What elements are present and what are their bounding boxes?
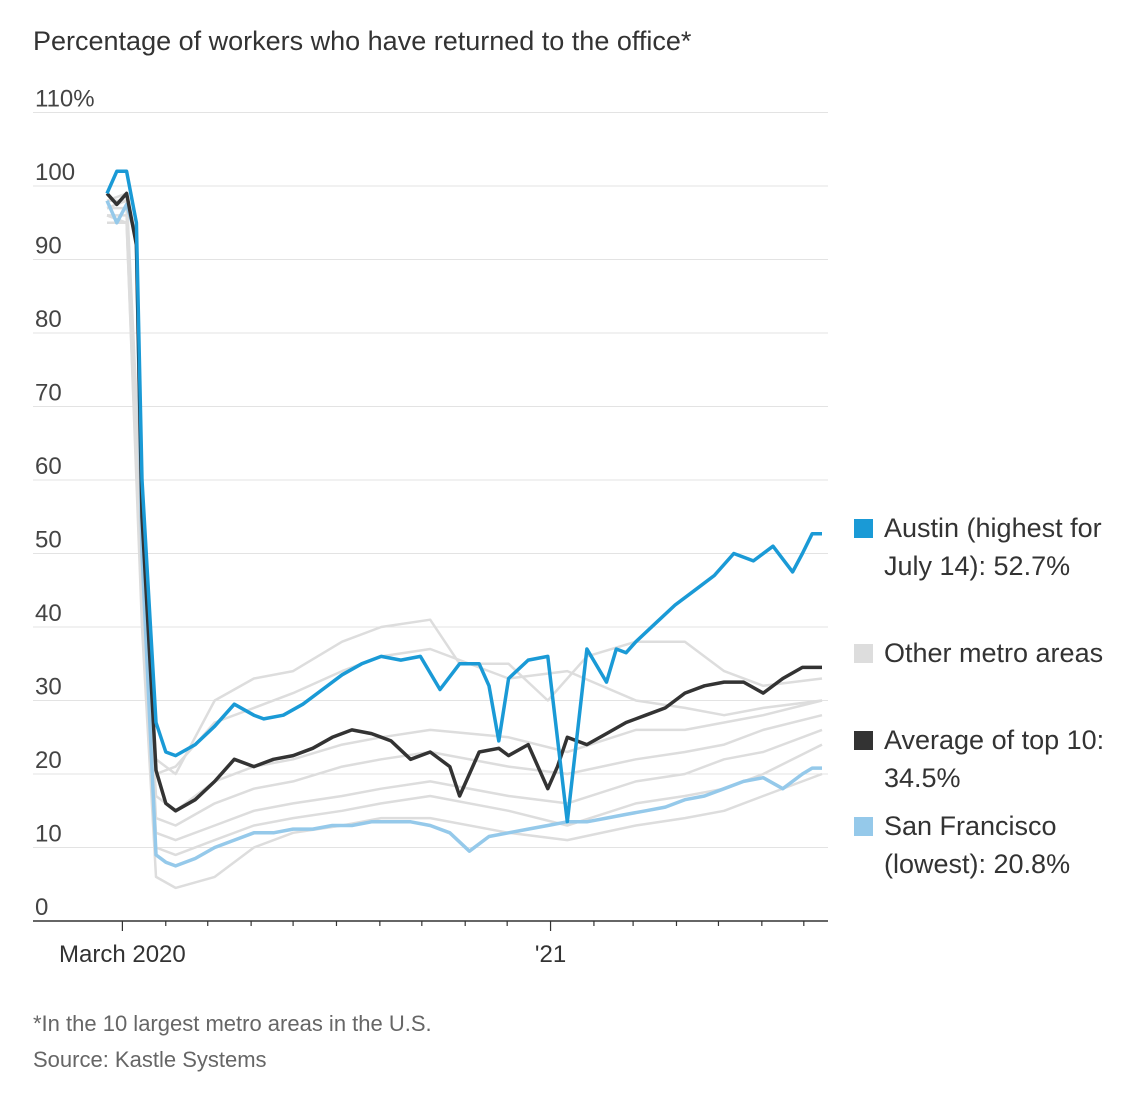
x-tick-label: '21: [535, 941, 566, 968]
series-line-other-metro: [106, 199, 823, 813]
y-tick-label: 60: [35, 453, 62, 480]
y-tick-label: 100: [35, 159, 75, 186]
y-tick-label: 20: [35, 747, 62, 774]
austin-swatch: [854, 519, 873, 538]
legend-label-others: Other metro areas: [884, 638, 1104, 668]
footnote: *In the 10 largest metro areas in the U.…: [33, 1011, 432, 1036]
y-tick-label: 30: [35, 674, 62, 701]
series-line-sf: [105, 199, 822, 868]
x-axis: March 2020 '21: [33, 920, 828, 968]
x-tick-label: March 2020: [59, 941, 186, 968]
sf-swatch: [854, 817, 873, 836]
legend-label-average: Average of top 10: 34.5%: [884, 725, 1105, 793]
y-tick-label: 80: [35, 306, 62, 333]
chart-title: Percentage of workers who have returned …: [33, 26, 692, 56]
y-tick-label: 40: [35, 600, 62, 627]
legend-label-sf: San Francisco (lowest): 20.8%: [884, 811, 1071, 879]
average-swatch: [854, 731, 873, 750]
series-line-other-metro: [106, 192, 823, 776]
series-line-austin: [105, 169, 822, 824]
highlighted-lines: [105, 169, 822, 868]
y-tick-label: 0: [35, 894, 48, 921]
gridlines: [33, 112, 828, 848]
legend-item-sf: San Francisco (lowest): 20.8%: [854, 807, 1114, 883]
y-tick-label: 110%: [35, 86, 95, 113]
y-tick-label: 50: [35, 527, 62, 554]
y-tick-label: 90: [35, 233, 62, 260]
others-swatch: [854, 644, 873, 663]
y-tick-label: 10: [35, 821, 62, 848]
source-note: Source: Kastle Systems: [33, 1047, 267, 1072]
legend-item-others: Other metro areas: [854, 634, 1114, 672]
legend-label-austin: Austin (highest for July 14): 52.7%: [884, 513, 1102, 581]
legend-item-average: Average of top 10: 34.5%: [854, 721, 1114, 797]
legend-item-austin: Austin (highest for July 14): 52.7%: [854, 509, 1114, 585]
series-line-average: [105, 191, 822, 813]
y-tick-label: 70: [35, 380, 62, 407]
series-line-other-metro: [107, 199, 823, 776]
